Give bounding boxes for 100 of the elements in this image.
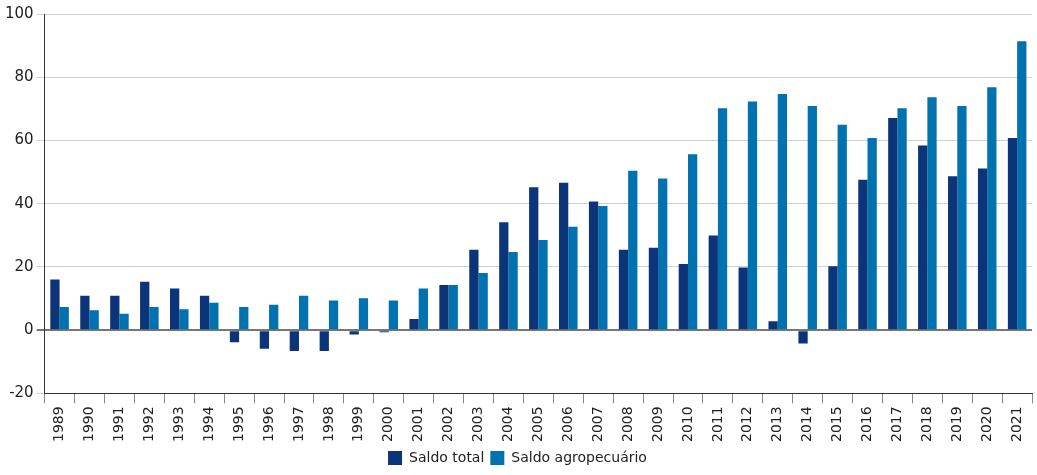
bar bbox=[508, 252, 518, 330]
bar bbox=[269, 304, 279, 330]
x-tick-label: 2012 bbox=[738, 406, 755, 443]
bar bbox=[768, 321, 778, 330]
bar bbox=[658, 178, 668, 330]
bar bbox=[499, 222, 509, 330]
bar bbox=[409, 319, 419, 330]
bar bbox=[867, 137, 877, 330]
bar bbox=[708, 235, 718, 330]
x-tick-label: 2014 bbox=[798, 406, 815, 443]
bar bbox=[388, 300, 399, 330]
bar bbox=[140, 281, 150, 330]
x-tick-label: 2001 bbox=[409, 406, 426, 443]
bar bbox=[149, 307, 159, 330]
x-tick-label: 2020 bbox=[977, 406, 994, 443]
bar bbox=[319, 331, 329, 352]
bar bbox=[229, 331, 240, 343]
x-tick-label: 2004 bbox=[499, 406, 516, 443]
bar bbox=[897, 108, 907, 330]
bar bbox=[918, 145, 928, 330]
y-tick-label: -20 bbox=[9, 383, 34, 402]
bar bbox=[927, 97, 937, 330]
x-tick-label: 2013 bbox=[768, 406, 785, 443]
x-tick-label: 2008 bbox=[618, 406, 635, 443]
x-tick-label: 2009 bbox=[648, 406, 665, 443]
bar bbox=[588, 201, 599, 330]
bar bbox=[170, 288, 180, 330]
x-tick-label: 1997 bbox=[289, 406, 306, 443]
bar bbox=[798, 331, 808, 344]
bar bbox=[119, 313, 129, 330]
bar bbox=[298, 295, 309, 330]
x-tick-label: 2019 bbox=[947, 406, 964, 443]
y-tick-label: 20 bbox=[14, 256, 34, 275]
bar bbox=[209, 302, 219, 330]
bar bbox=[59, 307, 69, 330]
bar bbox=[717, 108, 728, 330]
bar bbox=[418, 288, 428, 330]
x-tick-label: 2003 bbox=[469, 406, 486, 443]
x-tick-label: 2011 bbox=[708, 406, 725, 443]
bar bbox=[538, 240, 548, 330]
x-tick-label: 1995 bbox=[229, 406, 246, 443]
x-tick-label: 2016 bbox=[858, 406, 875, 443]
y-tick-label: 0 bbox=[24, 320, 34, 339]
bar bbox=[328, 300, 339, 330]
bar bbox=[179, 309, 189, 330]
x-tick-label: 1993 bbox=[169, 406, 186, 443]
bar bbox=[110, 295, 120, 330]
bar bbox=[747, 101, 758, 330]
bar bbox=[448, 284, 458, 330]
bar bbox=[598, 205, 608, 330]
bar bbox=[1017, 41, 1027, 330]
bar bbox=[1007, 137, 1018, 330]
bar bbox=[888, 118, 898, 330]
y-tick-label: 100 bbox=[4, 3, 34, 22]
x-tick-label: 2021 bbox=[1007, 406, 1024, 443]
x-tick-label: 1998 bbox=[319, 406, 336, 443]
bar bbox=[738, 267, 748, 330]
x-tick-label: 2017 bbox=[888, 406, 905, 443]
bar bbox=[858, 179, 868, 330]
bar bbox=[239, 307, 249, 330]
bar bbox=[777, 93, 788, 330]
x-tick-label: 1994 bbox=[199, 406, 216, 443]
bar bbox=[559, 182, 569, 330]
legend-label: Saldo total bbox=[409, 448, 485, 465]
x-tick-label: 2015 bbox=[828, 406, 845, 443]
bar bbox=[89, 310, 99, 330]
bar bbox=[349, 331, 359, 335]
x-tick-label: 1992 bbox=[140, 406, 156, 443]
bar bbox=[648, 247, 659, 330]
bar bbox=[687, 154, 698, 330]
bar bbox=[358, 298, 369, 330]
bar bbox=[568, 226, 578, 330]
x-tick-label: 2007 bbox=[588, 406, 605, 443]
legend-label: Saldo agropecuário bbox=[511, 448, 647, 465]
x-tick-label: 1996 bbox=[259, 406, 276, 443]
x-tick-label: 2018 bbox=[918, 406, 935, 443]
bar bbox=[837, 124, 847, 330]
bar bbox=[628, 170, 638, 330]
y-tick-label: 80 bbox=[14, 67, 34, 86]
bar bbox=[289, 331, 299, 352]
bar bbox=[977, 168, 988, 330]
bar bbox=[199, 295, 210, 330]
x-tick-label: 1990 bbox=[80, 406, 97, 443]
bar bbox=[618, 249, 629, 330]
bar bbox=[80, 295, 90, 330]
y-tick-label: 60 bbox=[14, 130, 34, 149]
x-tick-label: 2000 bbox=[379, 406, 396, 443]
bar bbox=[678, 264, 688, 330]
bar bbox=[828, 266, 838, 330]
x-tick-label: 1999 bbox=[349, 406, 366, 443]
bar bbox=[259, 331, 270, 349]
bar bbox=[957, 106, 967, 330]
x-tick-label: 1989 bbox=[50, 406, 67, 443]
bar bbox=[987, 87, 997, 330]
bar bbox=[469, 249, 479, 330]
bar bbox=[50, 279, 60, 330]
bar bbox=[529, 187, 539, 330]
y-tick-label: 40 bbox=[14, 193, 34, 212]
x-tick-label: 2010 bbox=[678, 406, 695, 443]
bar bbox=[478, 272, 488, 330]
